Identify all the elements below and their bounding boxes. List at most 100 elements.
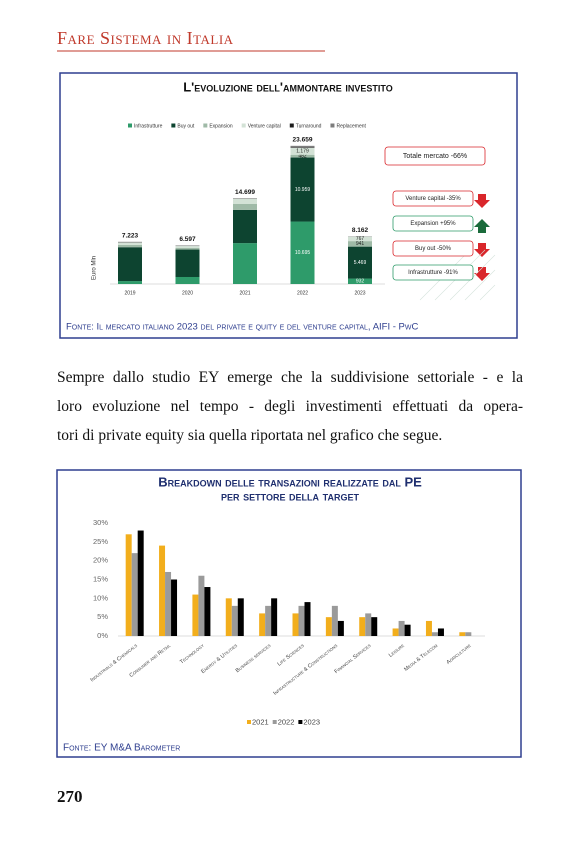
y-axis-label: Euro Mln (92, 256, 98, 280)
legend-swatch (247, 720, 251, 724)
value-label: 1.179 (296, 149, 309, 155)
callout-box (384, 146, 486, 166)
callout-box (392, 264, 474, 281)
legend-label: 2021 (252, 717, 269, 726)
bar (365, 613, 372, 636)
bar-segment (348, 278, 372, 284)
bar-segment (175, 245, 200, 247)
bar (271, 598, 278, 636)
bar-segment (348, 241, 372, 247)
legend-swatch (330, 123, 335, 128)
bar (159, 545, 166, 636)
callout-text: Totale mercato -66% (403, 153, 467, 160)
bar (404, 624, 411, 636)
source: Fonte: EY M&A Barometer (63, 743, 180, 754)
bar (304, 602, 311, 636)
value-label: 10.959 (295, 187, 311, 193)
callout-text: Buy out -50% (415, 246, 452, 252)
legend-label: Buy out (177, 123, 195, 129)
legend-swatch (272, 720, 277, 724)
legend-swatch (171, 123, 176, 128)
total-label: 6.597 (179, 236, 196, 243)
bar (265, 605, 272, 636)
bar (325, 617, 332, 636)
legend-label: 2022 (278, 717, 295, 726)
bar (125, 534, 132, 636)
bar-segment (233, 209, 257, 244)
bar-segment (233, 203, 257, 210)
paragraph-line: tori di private equity sia quella riport… (57, 427, 443, 444)
chart-title: per settore della target (221, 488, 360, 503)
bar-segment (233, 243, 257, 284)
value-label: 941 (356, 241, 365, 247)
total-label: 7.223 (122, 233, 139, 240)
bar (431, 632, 438, 636)
bar (171, 579, 178, 636)
legend-swatch (203, 123, 208, 128)
x-tick-label: 2022 (297, 290, 308, 296)
bar (192, 594, 199, 636)
legend-label: Replacement (336, 123, 366, 129)
y-tick-label: 30% (93, 518, 108, 527)
bar (359, 617, 366, 636)
value-label: 10.695 (295, 250, 311, 256)
bar (131, 553, 138, 636)
x-tick-label: 2021 (239, 290, 250, 296)
bar (392, 628, 399, 636)
x-tick-label: 2019 (124, 290, 135, 296)
bar (204, 587, 211, 636)
bar-segment (290, 145, 315, 148)
bar-segment (175, 276, 200, 284)
bar (331, 605, 338, 636)
x-tick-label: 2020 (182, 290, 193, 296)
bar (292, 613, 299, 636)
y-tick-label: 25% (93, 537, 108, 546)
bar-segment (118, 241, 142, 243)
callout-box (392, 190, 474, 207)
value-label: 932 (356, 279, 365, 285)
bar-segment (290, 147, 315, 148)
bar (137, 530, 144, 636)
bar-segment (175, 246, 200, 248)
legend-swatch (128, 123, 132, 128)
bar-segment (348, 246, 372, 279)
legend-swatch (298, 720, 303, 724)
callout-arrows (474, 194, 490, 281)
source: Fonte: Il mercato italiano 2023 del priv… (66, 322, 418, 333)
y-tick-label: 0% (97, 631, 108, 640)
y-tick-label: 5% (97, 612, 108, 621)
callout-box (392, 240, 474, 257)
x-tick-label: 2023 (354, 290, 365, 296)
callout-box (392, 215, 474, 232)
bar-segment (348, 236, 372, 242)
paragraph-line: Sempre dallo studio EY emerge che la sud… (57, 369, 523, 386)
chart-title: Breakdown delle transazioni realizzate d… (158, 474, 422, 489)
page-number: 270 (57, 787, 83, 806)
bar (165, 571, 172, 636)
value-label: 482 (298, 153, 307, 159)
bar (371, 617, 378, 636)
bar (465, 632, 472, 636)
y-tick-label: 10% (93, 593, 108, 602)
legend-swatch (241, 123, 246, 128)
bar (437, 628, 444, 636)
legend-swatch (289, 123, 294, 128)
bar-segment (175, 247, 200, 250)
legend-label: Infrastrutture (134, 123, 163, 129)
bar (259, 613, 266, 636)
legend-label: Turnaround (296, 123, 322, 129)
legend-label: 2023 (303, 717, 320, 726)
total-label: 23.659 (293, 137, 313, 144)
callout-text: Venture capital -35% (405, 196, 461, 202)
y-tick-label: 20% (93, 556, 108, 565)
bar (398, 620, 405, 636)
total-label: 8.162 (352, 227, 369, 234)
paragraph-line: loro evoluzione nel tempo - degli invest… (57, 398, 523, 415)
legend-label: Expansion (209, 123, 233, 129)
bar-segment (118, 242, 142, 245)
legend-label: Venture capital (248, 123, 281, 129)
bar-segment (118, 244, 142, 248)
callout-text: Expansion +95% (410, 221, 456, 227)
